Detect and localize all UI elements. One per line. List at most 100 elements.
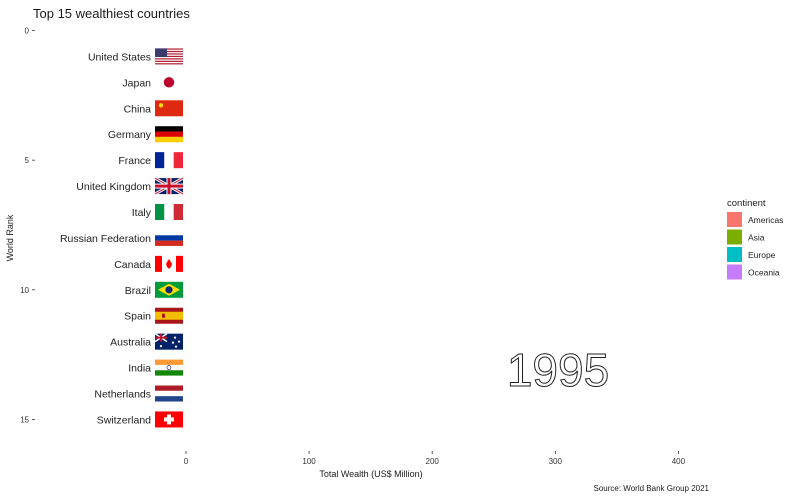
flag-part [176, 255, 183, 272]
x-axis-ticks: 0 100 200 300 400 [184, 451, 686, 466]
country-rows: United States Japan China Germany France Unit… [60, 48, 184, 428]
legend-label: Asia [748, 233, 765, 243]
x-tick-label: 400 [672, 457, 686, 466]
japan-flag-icon [163, 77, 175, 88]
russia-flag-icon [155, 229, 183, 246]
x-tick-label: 300 [549, 457, 563, 466]
country-row: Russian Federation [60, 229, 183, 246]
country-label: Brazil [125, 285, 151, 297]
country-label: Canada [114, 259, 151, 271]
italy-flag-icon [155, 204, 183, 221]
country-row: India [128, 359, 183, 376]
flag-part [155, 229, 183, 236]
x-tick-label: 200 [426, 457, 440, 466]
germany-flag-icon [155, 126, 183, 143]
flag-part [155, 396, 183, 402]
country-row: Brazil [125, 281, 183, 298]
flag-part [164, 152, 174, 169]
source-caption: Source: World Bank Group 2021 [594, 484, 710, 493]
flag-part [166, 258, 172, 269]
flag-part [159, 345, 163, 348]
country-label: Spain [124, 311, 151, 323]
flag-part [155, 100, 183, 117]
flag-part [155, 126, 183, 132]
flag-part [162, 313, 165, 318]
spain-flag-icon [155, 307, 183, 324]
legend-label: Americas [748, 215, 783, 225]
flag-part [155, 152, 165, 169]
flag-part [155, 336, 167, 339]
country-row: China [124, 100, 183, 117]
legend-label: Europe [748, 250, 776, 260]
flag-part [164, 417, 174, 422]
country-label: Italy [132, 207, 152, 219]
country-label: Australia [110, 337, 151, 349]
legend-swatch [727, 264, 742, 280]
country-row: Switzerland [97, 411, 183, 428]
flag-part [155, 204, 165, 221]
flag-part [173, 204, 183, 221]
flag-part [155, 53, 183, 55]
flag-part [155, 58, 183, 60]
x-axis-label: Total Wealth (US$ Million) [319, 469, 422, 479]
legend-swatch [727, 229, 742, 245]
country-row: Germany [108, 126, 183, 143]
switzerland-flag-icon [155, 411, 183, 428]
flag-part [155, 136, 183, 143]
country-label: Switzerland [97, 414, 151, 426]
country-label: Germany [108, 129, 152, 141]
country-label: France [118, 155, 151, 167]
flag-part [163, 77, 175, 88]
country-row: United States [88, 48, 183, 65]
legend-swatch [727, 212, 742, 227]
flag-part [155, 385, 183, 391]
x-tick-label: 100 [302, 457, 316, 466]
country-row: Italy [132, 204, 183, 221]
chart-title: Top 15 wealthiest countries [33, 6, 190, 21]
legend: continent Americas Asia Europe Oceania [727, 198, 783, 280]
flag-part [173, 336, 177, 339]
flag-part [155, 359, 183, 365]
flag-part [155, 370, 183, 376]
canada-flag-icon [155, 255, 183, 272]
y-tick-label: 0 [25, 27, 30, 36]
uk-flag-icon [154, 176, 184, 196]
flag-part [155, 235, 183, 241]
flag-part [155, 48, 167, 58]
flag-part [155, 184, 183, 188]
legend-label: Oceania [748, 268, 780, 278]
country-label: Russian Federation [60, 233, 151, 245]
flag-part [155, 55, 183, 58]
country-label: Japan [122, 77, 151, 89]
flag-part [155, 364, 183, 371]
flag-part [155, 131, 183, 137]
country-label: United States [88, 51, 151, 63]
india-flag-icon [155, 359, 183, 376]
flag-part [155, 63, 183, 65]
flag-part [166, 365, 172, 370]
country-row: Australia [110, 333, 183, 350]
us-flag-icon [155, 48, 183, 65]
china-flag-icon [155, 100, 183, 117]
y-axis-label: World Rank [5, 214, 15, 261]
flag-part [155, 390, 183, 397]
flag-part [155, 311, 183, 320]
country-row: United Kingdom [76, 176, 184, 196]
y-tick-label: 10 [20, 286, 29, 295]
flag-part [155, 255, 162, 272]
country-row: Spain [124, 307, 183, 324]
country-label: India [128, 363, 151, 375]
flag-part [173, 152, 183, 169]
flag-part [155, 50, 183, 53]
france-flag-icon [155, 152, 183, 169]
netherlands-flag-icon [155, 385, 183, 402]
year-frame-label: 1995 [507, 344, 609, 396]
country-label: China [124, 103, 152, 115]
y-axis-ticks: 0 5 10 15 [20, 27, 35, 424]
country-row: France [118, 152, 183, 169]
australia-flag-icon [154, 333, 183, 350]
flag-part [171, 341, 175, 344]
country-row: Japan [122, 77, 175, 89]
y-tick-label: 15 [20, 415, 29, 424]
